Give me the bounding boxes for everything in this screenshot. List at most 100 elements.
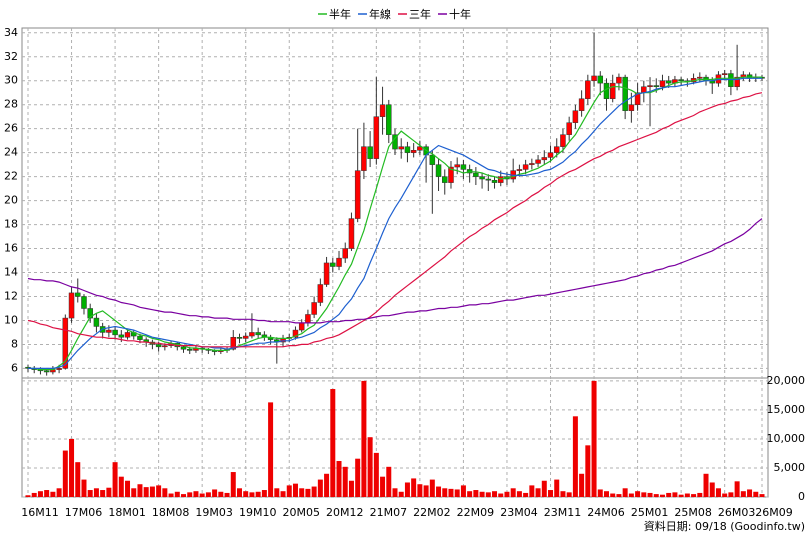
candle-body (728, 73, 734, 87)
volume-bar (535, 488, 541, 497)
candle-body (535, 159, 541, 164)
volume-bar (255, 491, 261, 497)
candle-body (373, 116, 380, 159)
legend-label: 十年 (449, 7, 471, 21)
volume-bar (292, 483, 298, 497)
y-tick-label: 12 (4, 289, 18, 302)
candle-body (249, 332, 255, 337)
volume-bar (510, 488, 516, 497)
x-tick-label: 25M01 (631, 506, 669, 519)
volume-bar (641, 492, 647, 497)
volume-bar (69, 438, 75, 497)
ma-line (28, 77, 762, 369)
candle-body (348, 218, 355, 249)
volume-bar (100, 490, 106, 497)
volume-bar (429, 479, 435, 497)
candle-body (616, 76, 622, 84)
volume-bar (616, 494, 622, 497)
volume-bar (373, 452, 379, 497)
legend-label: 三年 (409, 7, 431, 21)
volume-bar (454, 489, 460, 497)
volume-bar (317, 479, 323, 497)
candle-body (43, 370, 50, 373)
x-tick-label: 22M09 (457, 506, 495, 519)
candle-body (560, 134, 566, 147)
volume-bar (603, 491, 609, 497)
volume-bar (647, 492, 653, 497)
volume-bar (678, 494, 684, 497)
volume-bar (691, 494, 697, 497)
volume-bar (31, 492, 37, 497)
candle-body (106, 329, 112, 333)
candle-body (124, 332, 131, 338)
x-tick-label: 26M09 (755, 506, 793, 519)
volume-bar (205, 492, 211, 497)
volume-bar (50, 491, 56, 497)
candle-body (435, 164, 442, 177)
candle-body (665, 80, 672, 84)
candle-body (317, 284, 324, 303)
y-tick-label: 10 (4, 313, 18, 326)
y-tick-label: 14 (4, 266, 18, 279)
candle-body (585, 80, 591, 99)
x-tick-label: 20M12 (326, 506, 364, 519)
candle-body (572, 110, 579, 123)
candle-body (721, 73, 728, 75)
volume-bar (355, 458, 361, 497)
legend-label: 年線 (369, 7, 391, 21)
volume-bar (118, 476, 124, 497)
candle-body (162, 345, 168, 348)
candle-body (429, 154, 436, 165)
volume-bar (62, 450, 68, 497)
candle-body (597, 75, 604, 84)
candle-body (622, 76, 628, 111)
candle-body (578, 98, 585, 111)
volume-bar (740, 491, 746, 497)
candle-body (454, 164, 460, 168)
volume-bar (106, 487, 112, 497)
x-tick-label: 19M03 (195, 506, 233, 519)
volume-bar (460, 485, 466, 497)
candle-body (180, 346, 187, 350)
candle-body (330, 262, 336, 267)
candle-body (410, 150, 417, 153)
volume-bar (280, 491, 286, 497)
volume-bar (728, 492, 734, 497)
volume-bar (635, 491, 641, 497)
volume-bar (747, 489, 753, 497)
y-tick-label: 32 (4, 50, 18, 63)
candle-body (697, 76, 703, 79)
candle-body (81, 296, 87, 309)
volume-bar (187, 492, 193, 497)
candle-body (336, 257, 342, 267)
candle-body (491, 179, 498, 183)
volume-bar (442, 488, 448, 497)
volume-bar (249, 492, 255, 497)
volume-bar (286, 485, 292, 497)
candle-body (591, 75, 597, 81)
volume-bar (243, 491, 249, 497)
candle-body (354, 170, 361, 219)
candle-body (541, 157, 548, 161)
volume-bar (93, 488, 99, 497)
volume-bar (168, 493, 174, 497)
candle-body (460, 164, 467, 170)
volume-bar (485, 492, 491, 497)
volume-bar (212, 489, 218, 497)
y2-tick-label: 0 (798, 490, 805, 503)
volume-bar (479, 491, 485, 497)
candle-body (479, 176, 485, 180)
candle-body (647, 85, 653, 87)
candle-body (118, 334, 125, 338)
candle-body (311, 302, 317, 315)
candle-body (734, 76, 740, 87)
candle-body (298, 322, 305, 331)
candle-body (56, 368, 62, 370)
volume-bar (566, 492, 572, 497)
volume-bar (199, 493, 205, 497)
volume-bar (162, 488, 168, 497)
volume-bar (398, 491, 404, 497)
x-tick-label: 21M07 (370, 506, 408, 519)
